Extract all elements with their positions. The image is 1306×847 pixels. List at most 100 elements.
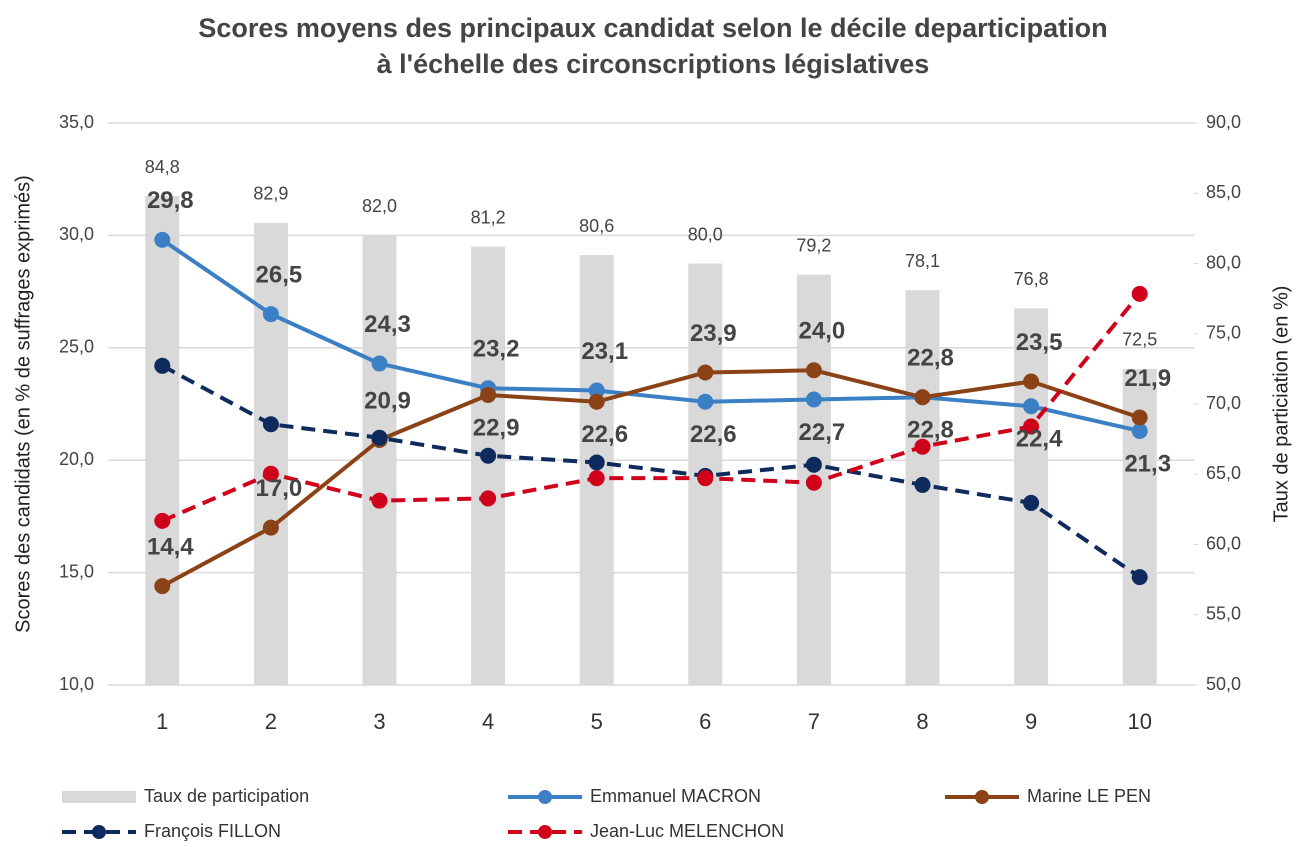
line-point [588, 382, 605, 399]
line-point [914, 476, 931, 493]
data-label: 22,8 [907, 345, 954, 372]
legend-label: François FILLON [144, 821, 281, 841]
legend-marker [538, 825, 552, 839]
data-label: 22,6 [690, 421, 737, 448]
line-point [588, 470, 605, 487]
data-label: 21,3 [1124, 450, 1171, 477]
line-point [805, 474, 822, 491]
line-point [480, 387, 497, 404]
legend-marker [975, 790, 989, 804]
bar [253, 222, 288, 685]
line-point [697, 393, 714, 410]
line-point [262, 416, 279, 433]
y2-tick-label: 80,0 [1206, 252, 1241, 272]
y-tick-label: 30,0 [59, 224, 94, 244]
data-label: 26,5 [256, 261, 303, 288]
x-tick-label: 3 [373, 709, 385, 734]
x-tick-label: 10 [1127, 709, 1151, 734]
line-point [1131, 409, 1148, 426]
data-label: 14,4 [147, 533, 194, 560]
bar [145, 196, 180, 685]
y2-axis-title: Taux de particiation (en %) [1270, 286, 1292, 523]
y2-tick-label: 90,0 [1206, 112, 1241, 132]
line-point [1131, 569, 1148, 586]
x-tick-label: 4 [482, 709, 494, 734]
data-label: 24,3 [364, 311, 411, 338]
data-label: 17,0 [256, 475, 303, 502]
bar-value-label: 84,8 [145, 157, 180, 177]
line-point [805, 456, 822, 473]
line-point [588, 393, 605, 410]
line-point [697, 470, 714, 487]
legend-label: Taux de participation [144, 786, 309, 806]
bar-value-label: 72,5 [1122, 330, 1157, 350]
data-label: 21,9 [1124, 365, 1171, 392]
data-label: 23,2 [473, 336, 520, 363]
line-point [262, 306, 279, 323]
bar-value-label: 82,9 [253, 184, 288, 204]
line-point [371, 429, 388, 446]
data-label: 23,1 [581, 338, 628, 365]
bar-value-label: 80,6 [579, 216, 614, 236]
bar-value-label: 78,1 [905, 251, 940, 271]
data-label: 24,0 [799, 318, 846, 345]
x-tick-label: 5 [591, 709, 603, 734]
y2-tick-label: 55,0 [1206, 604, 1241, 624]
y2-tick-label: 65,0 [1206, 463, 1241, 483]
y-tick-label: 10,0 [59, 674, 94, 694]
data-label: 22,6 [581, 421, 628, 448]
data-label: 23,9 [690, 320, 737, 347]
bar [362, 235, 397, 685]
line-point [914, 389, 931, 406]
line-point [154, 357, 171, 374]
legend-label: Jean-Luc MELENCHON [590, 821, 784, 841]
y-tick-label: 25,0 [59, 337, 94, 357]
line-point [805, 391, 822, 408]
chart-title: Scores moyens des principaux candidat se… [198, 13, 1107, 43]
line [161, 292, 1142, 523]
line-point [371, 492, 388, 509]
legend-label: Marine LE PEN [1027, 786, 1151, 806]
line-point [914, 438, 931, 455]
data-label: 20,9 [364, 387, 411, 414]
x-tick-label: 2 [265, 709, 277, 734]
line-point [154, 512, 171, 529]
x-tick-label: 1 [156, 709, 168, 734]
line-point [480, 447, 497, 464]
line-point [371, 355, 388, 372]
line-point [1023, 418, 1040, 435]
line-point [262, 465, 279, 482]
bar-value-label: 82,0 [362, 196, 397, 216]
y2-tick-label: 60,0 [1206, 533, 1241, 553]
bar-value-label: 81,2 [471, 207, 506, 227]
y-axis-title: Scores des candidats (en % de suffrages … [12, 175, 34, 633]
line-point [154, 231, 171, 248]
legend-label: Emmanuel MACRON [590, 786, 761, 806]
data-label: 29,8 [147, 187, 194, 214]
line-point [697, 364, 714, 381]
x-tick-label: 7 [808, 709, 820, 734]
line-point [1023, 494, 1040, 511]
data-label: 22,8 [907, 417, 954, 444]
line-point [805, 362, 822, 379]
data-label: 22,7 [799, 419, 846, 446]
legend-marker [538, 790, 552, 804]
data-label: 22,9 [473, 414, 520, 441]
line-point [1023, 398, 1040, 415]
y-tick-label: 20,0 [59, 449, 94, 469]
x-tick-label: 8 [916, 709, 928, 734]
data-label: 23,5 [1016, 329, 1063, 356]
x-tick-label: 6 [699, 709, 711, 734]
y-tick-label: 15,0 [59, 561, 94, 581]
line-point [1131, 422, 1148, 439]
line-point [1023, 373, 1040, 390]
line-point [1131, 285, 1148, 302]
y2-tick-label: 85,0 [1206, 182, 1241, 202]
y2-tick-label: 75,0 [1206, 323, 1241, 343]
y2-tick-label: 50,0 [1206, 674, 1241, 694]
bar [471, 246, 506, 685]
bar-value-label: 76,8 [1014, 269, 1049, 289]
legend-swatch [62, 791, 136, 803]
line [161, 364, 1141, 579]
